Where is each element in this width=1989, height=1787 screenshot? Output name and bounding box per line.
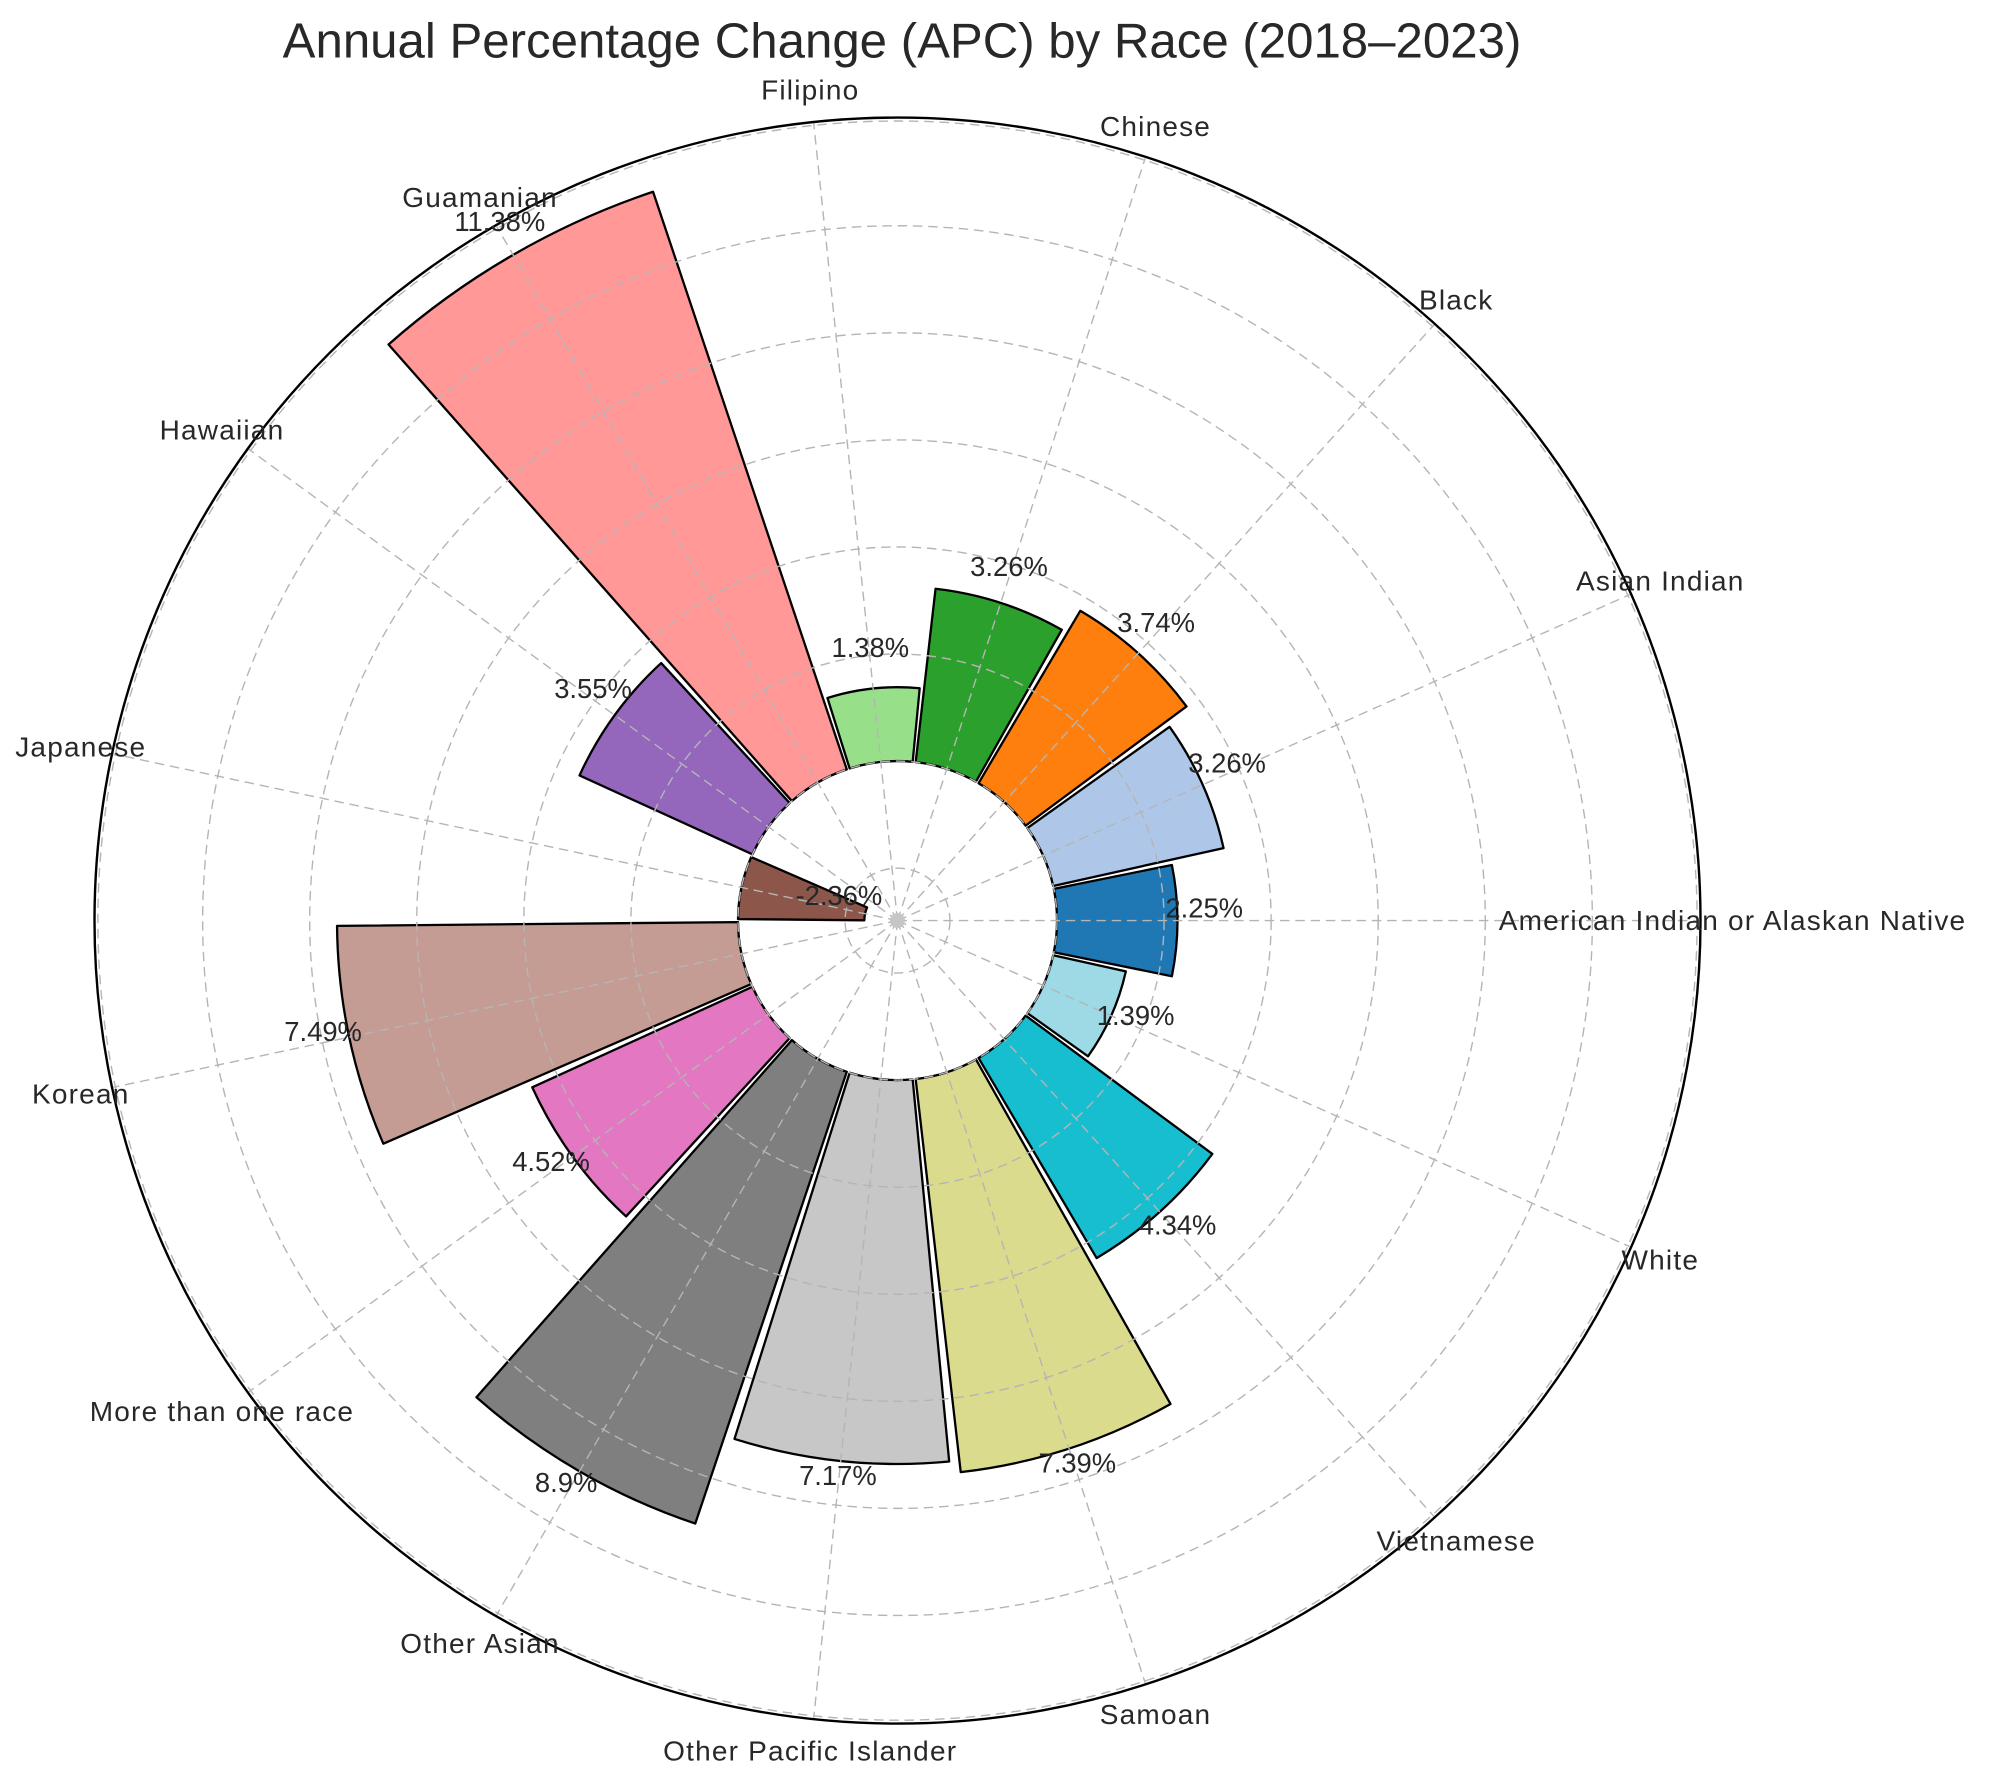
svg-text:4.34%: 4.34% [1139, 1210, 1217, 1241]
svg-text:4.52%: 4.52% [512, 1146, 590, 1177]
svg-text:More than one race: More than one race [90, 1396, 354, 1427]
svg-text:Other Pacific Islander: Other Pacific Islander [663, 1736, 957, 1767]
svg-text:3.26%: 3.26% [1188, 747, 1266, 778]
svg-text:7.39%: 7.39% [1038, 1448, 1116, 1479]
svg-text:1.38%: 1.38% [831, 632, 909, 663]
svg-text:3.74%: 3.74% [1117, 607, 1195, 638]
svg-text:Filipino: Filipino [761, 75, 859, 106]
svg-text:Annual Percentage Change (APC): Annual Percentage Change (APC) by Race (… [283, 14, 1522, 69]
svg-text:Black: Black [1419, 285, 1493, 316]
svg-text:White: White [1622, 1245, 1700, 1276]
svg-text:Korean: Korean [32, 1079, 130, 1110]
svg-text:3.26%: 3.26% [970, 551, 1048, 582]
svg-text:Guamanian: Guamanian [402, 182, 558, 213]
svg-text:Chinese: Chinese [1100, 111, 1211, 142]
svg-text:Hawaiian: Hawaiian [160, 414, 285, 445]
svg-text:3.55%: 3.55% [554, 673, 632, 704]
svg-text:11.38%: 11.38% [454, 206, 545, 237]
svg-text:Asian Indian: Asian Indian [1576, 565, 1745, 596]
svg-text:8.9%: 8.9% [535, 1467, 597, 1498]
svg-text:7.49%: 7.49% [284, 1016, 362, 1047]
svg-text:-2.36%: -2.36% [795, 880, 882, 911]
svg-text:7.17%: 7.17% [799, 1460, 877, 1491]
svg-text:American Indian or Alaskan Nat: American Indian or Alaskan Native [1499, 905, 1967, 936]
svg-text:Samoan: Samoan [1100, 1699, 1212, 1730]
svg-text:Japanese: Japanese [15, 731, 146, 762]
svg-text:Other Asian: Other Asian [400, 1628, 560, 1659]
svg-text:1.39%: 1.39% [1097, 1000, 1175, 1031]
svg-text:Vietnamese: Vietnamese [1377, 1526, 1536, 1557]
svg-text:2.25%: 2.25% [1165, 893, 1243, 924]
